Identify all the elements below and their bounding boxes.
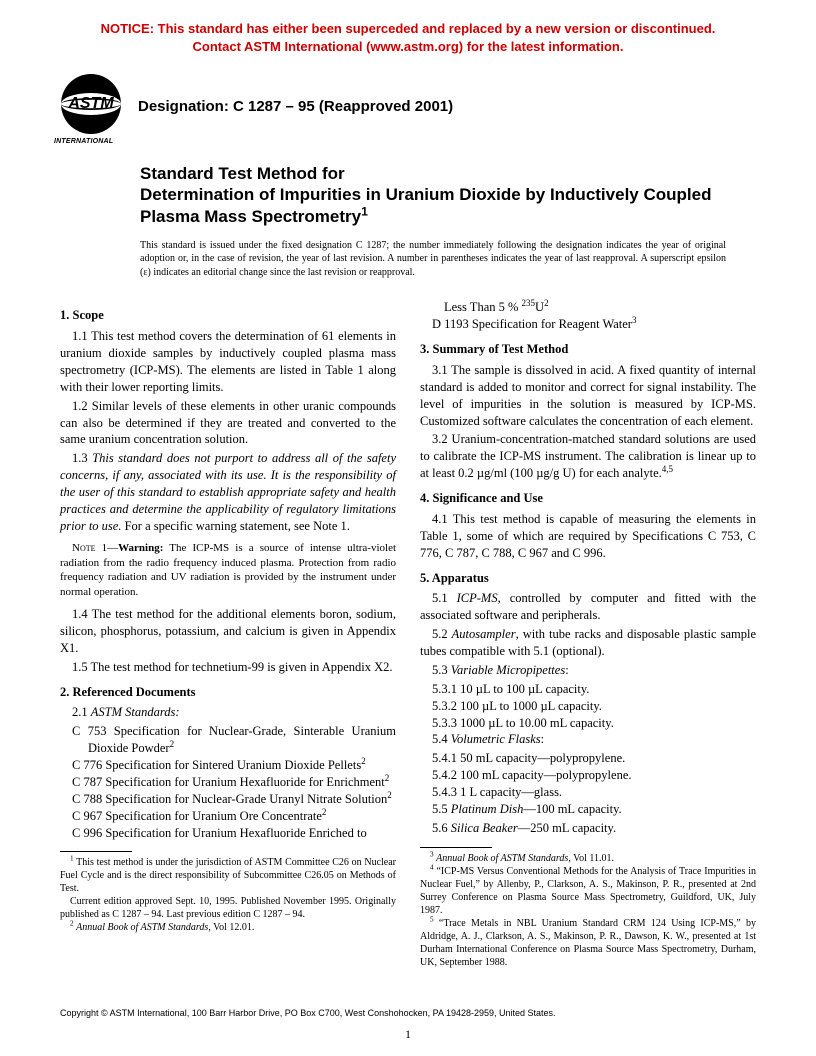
section-4-head: 4. Significance and Use xyxy=(420,490,756,507)
fn-1: 1 This test method is under the jurisdic… xyxy=(60,856,396,895)
notice-line-2: Contact ASTM International (www.astm.org… xyxy=(193,39,624,54)
fn-2: 2 Annual Book of ASTM Standards, Vol 12.… xyxy=(60,921,396,934)
ref-c787: C 787 Specification for Uranium Hexafluo… xyxy=(60,774,396,791)
footnote-rule-left xyxy=(60,851,132,852)
title-block: Standard Test Method for Determination o… xyxy=(140,163,756,227)
title-lead: Standard Test Method for xyxy=(140,163,756,184)
ref-c776: C 776 Specification for Sintered Uranium… xyxy=(60,757,396,774)
p-1-4: 1.4 The test method for the additional e… xyxy=(60,606,396,657)
p-5-2: 5.2 Autosampler, with tube racks and dis… xyxy=(420,626,756,660)
section-1-head: 1. Scope xyxy=(60,307,396,324)
note-1: Note 1—Warning: The ICP-MS is a source o… xyxy=(60,541,396,600)
footnotes-right: 3 Annual Book of ASTM Standards, Vol 11.… xyxy=(420,852,756,969)
page-number: 1 xyxy=(0,1027,816,1042)
designation: Designation: C 1287 – 95 (Reapproved 200… xyxy=(138,98,453,115)
fn-5: 5 “Trace Metals in NBL Uranium Standard … xyxy=(420,917,756,969)
ref-c996-cont: Less Than 5 % 235U2 xyxy=(420,299,756,316)
ref-c996: C 996 Specification for Uranium Hexafluo… xyxy=(60,825,396,842)
fn-3: 3 Annual Book of ASTM Standards, Vol 11.… xyxy=(420,852,756,865)
p-1-1: 1.1 This test method covers the determin… xyxy=(60,328,396,396)
footnotes-left: 1 This test method is under the jurisdic… xyxy=(60,856,396,934)
fn-1b: Current edition approved Sept. 10, 1995.… xyxy=(60,895,396,921)
p-5-4: 5.4 Volumetric Flasks: xyxy=(420,731,756,748)
p-5-1: 5.1 ICP-MS, controlled by computer and f… xyxy=(420,590,756,624)
p-5-3: 5.3 Variable Micropipettes: xyxy=(420,662,756,679)
p-5-3-1: 5.3.1 10 µL to 100 µL capacity. xyxy=(420,681,756,698)
p-5-4-1: 5.4.1 50 mL capacity—polypropylene. xyxy=(420,750,756,767)
page: NOTICE: This standard has either been su… xyxy=(0,0,816,1056)
p-1-2: 1.2 Similar levels of these elements in … xyxy=(60,398,396,449)
ref-c788: C 788 Specification for Nuclear-Grade Ur… xyxy=(60,791,396,808)
section-5-head: 5. Apparatus xyxy=(420,570,756,587)
notice-line-1: NOTICE: This standard has either been su… xyxy=(101,21,716,36)
p-2-1: 2.1 ASTM Standards: xyxy=(60,704,396,721)
section-2-head: 2. Referenced Documents xyxy=(60,684,396,701)
body-columns: 1. Scope 1.1 This test method covers the… xyxy=(60,299,756,968)
header: ASTM INTERNATIONAL Designation: C 1287 –… xyxy=(60,73,756,135)
notice-banner: NOTICE: This standard has either been su… xyxy=(60,20,756,55)
p-5-5: 5.5 Platinum Dish—100 mL capacity. xyxy=(420,801,756,818)
logo-label: INTERNATIONAL xyxy=(54,138,113,145)
p-4-1: 4.1 This test method is capable of measu… xyxy=(420,511,756,562)
ref-d1193: D 1193 Specification for Reagent Water3 xyxy=(420,316,756,333)
p-3-2: 3.2 Uranium-concentration-matched standa… xyxy=(420,431,756,482)
p-1-5: 1.5 The test method for technetium-99 is… xyxy=(60,659,396,676)
copyright: Copyright © ASTM International, 100 Barr… xyxy=(60,1008,556,1018)
title-main: Determination of Impurities in Uranium D… xyxy=(140,184,756,227)
section-3-head: 3. Summary of Test Method xyxy=(420,341,756,358)
p-5-4-2: 5.4.2 100 mL capacity—polypropylene. xyxy=(420,767,756,784)
p-5-3-2: 5.3.2 100 µL to 1000 µL capacity. xyxy=(420,698,756,715)
issuance-note: This standard is issued under the fixed … xyxy=(140,239,726,280)
svg-text:ASTM: ASTM xyxy=(67,95,114,112)
ref-c753: C 753 Specification for Nuclear-Grade, S… xyxy=(60,723,396,757)
p-5-3-3: 5.3.3 1000 µL to 10.00 mL capacity. xyxy=(420,715,756,732)
ref-c967: C 967 Specification for Uranium Ore Conc… xyxy=(60,808,396,825)
p-1-3: 1.3 This standard does not purport to ad… xyxy=(60,450,396,534)
fn-4: 4 “ICP-MS Versus Conventional Methods fo… xyxy=(420,865,756,917)
footnote-rule-right xyxy=(420,847,492,848)
p-3-1: 3.1 The sample is dissolved in acid. A f… xyxy=(420,362,756,430)
p-5-6: 5.6 Silica Beaker—250 mL capacity. xyxy=(420,820,756,837)
p-5-4-3: 5.4.3 1 L capacity—glass. xyxy=(420,784,756,801)
astm-logo: ASTM INTERNATIONAL xyxy=(60,73,122,135)
